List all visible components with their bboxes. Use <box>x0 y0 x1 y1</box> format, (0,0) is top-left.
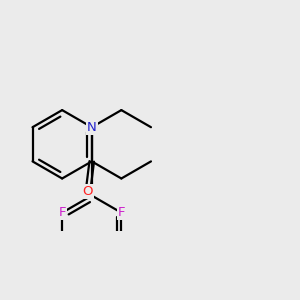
Text: N: N <box>87 121 97 134</box>
Text: O: O <box>83 185 93 198</box>
Text: F: F <box>118 206 125 219</box>
Text: F: F <box>58 206 66 219</box>
